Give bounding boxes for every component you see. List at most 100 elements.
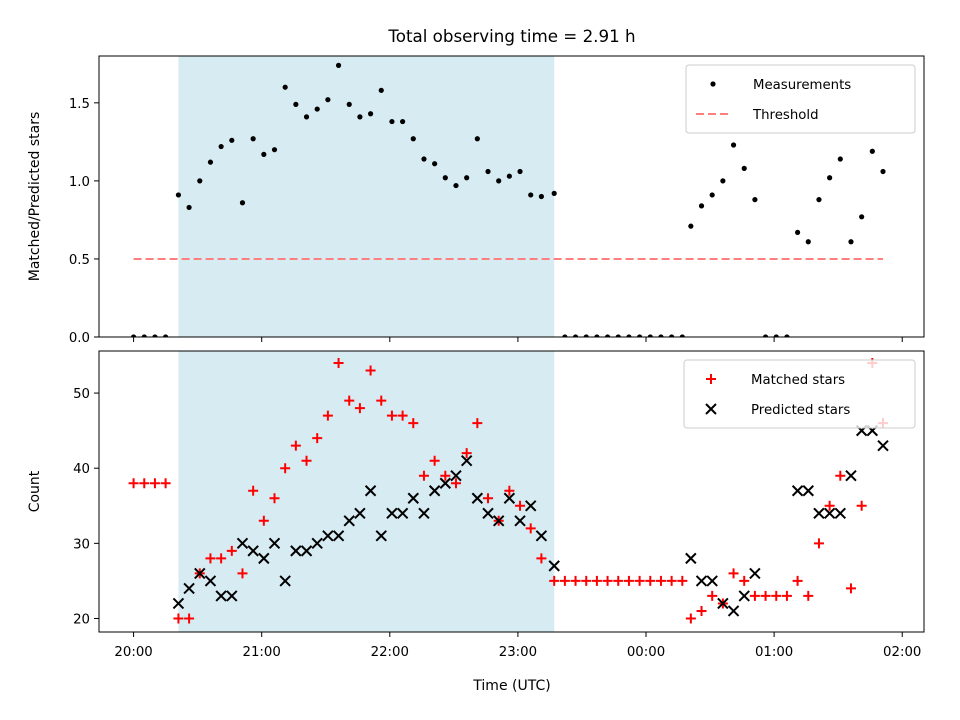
data-point-matched — [824, 500, 835, 511]
data-point-predicted — [428, 485, 441, 497]
data-point — [859, 214, 865, 220]
data-point-predicted — [514, 515, 526, 527]
data-point-matched — [504, 485, 515, 496]
x-tick-label: 20:00 — [114, 645, 152, 660]
legend-box — [685, 64, 916, 134]
data-point-matched — [581, 575, 592, 586]
data-point — [293, 101, 299, 107]
y-tick-label: 50 — [73, 387, 90, 402]
data-point-matched — [707, 590, 718, 601]
data-point-matched — [173, 613, 184, 624]
data-point-matched — [248, 485, 259, 496]
plot-frame — [98, 55, 925, 338]
data-point — [229, 137, 235, 143]
data-point-predicted — [439, 477, 452, 489]
data-point-predicted — [695, 575, 708, 587]
data-point-matched — [749, 590, 760, 601]
x-tick-label: 00:00 — [627, 645, 665, 660]
data-point — [795, 229, 801, 236]
data-point — [637, 334, 643, 337]
data-point-matched — [301, 455, 312, 466]
observing-window-shade — [178, 351, 555, 632]
data-point — [506, 173, 512, 179]
data-point-matched — [613, 575, 624, 586]
data-point-predicted — [183, 582, 195, 595]
data-point-matched — [450, 478, 461, 489]
data-point-matched — [781, 590, 792, 601]
x-axis-title: Time (UTC) — [472, 678, 550, 694]
data-point-matched — [570, 575, 581, 586]
data-point-matched — [205, 553, 216, 564]
data-point — [880, 168, 886, 175]
data-point — [141, 334, 147, 337]
data-point — [551, 190, 557, 196]
data-point-matched — [549, 575, 560, 586]
data-point — [335, 62, 342, 68]
data-point-matched — [728, 568, 739, 579]
data-point — [346, 101, 352, 107]
bottom-panel-counts: 20 30 40 50 20:00 21:00 22:00 23:00 00:00 01:00 02… — [27, 350, 925, 660]
data-point-matched — [771, 590, 782, 601]
chart-title: Total observing time = 2.91 h — [387, 26, 635, 46]
x-tick-label: 02:00 — [883, 645, 921, 660]
data-point-predicted — [685, 552, 697, 565]
data-point — [453, 182, 459, 189]
data-point — [604, 334, 611, 337]
legend-marker-matched — [706, 374, 716, 384]
data-point-matched — [216, 553, 227, 564]
data-point-matched — [160, 478, 171, 489]
data-point — [572, 334, 579, 337]
data-point-predicted — [215, 590, 227, 602]
data-point — [517, 168, 523, 175]
data-point — [432, 161, 438, 167]
y-tick-label: 30 — [73, 537, 90, 552]
data-point — [357, 114, 363, 120]
data-point — [626, 334, 632, 337]
data-point — [389, 118, 395, 125]
data-point — [688, 223, 694, 229]
data-point — [218, 143, 224, 150]
legend-label-matched-stars: Matched stars — [751, 373, 845, 388]
data-point-matched — [139, 478, 150, 489]
data-point-matched — [149, 478, 160, 489]
data-point-predicted — [802, 485, 814, 497]
plot-area — [130, 62, 886, 337]
data-point — [378, 87, 384, 93]
data-point-predicted — [548, 560, 560, 572]
plot-frame — [98, 350, 925, 633]
data-point — [464, 175, 470, 181]
data-point-matched — [696, 605, 707, 616]
data-point-predicted — [525, 500, 537, 512]
data-point-matched — [237, 568, 248, 579]
data-point-matched — [536, 553, 547, 564]
data-point — [282, 84, 288, 90]
data-point-matched — [344, 395, 355, 406]
y-axis-title: Count — [27, 470, 43, 512]
data-point-predicted — [492, 515, 505, 527]
data-point-matched — [440, 470, 451, 481]
data-point-matched — [290, 440, 301, 451]
data-point — [239, 200, 246, 206]
y-axis-title: Matched/Predicted stars — [27, 112, 43, 282]
data-point-predicted — [717, 597, 729, 610]
data-point-matched — [376, 395, 387, 406]
data-point-predicted — [258, 552, 270, 565]
data-point — [698, 203, 705, 209]
data-point-matched — [322, 410, 333, 421]
data-point-predicted — [386, 507, 398, 519]
data-point — [784, 334, 790, 337]
data-point-matched — [525, 523, 536, 534]
data-point-matched — [623, 575, 634, 586]
data-point-predicted — [364, 485, 377, 497]
data-point — [485, 168, 491, 175]
data-point — [303, 114, 310, 120]
data-point — [250, 136, 256, 142]
data-point-predicted — [738, 590, 750, 602]
data-point — [679, 334, 685, 337]
legend-box — [683, 359, 916, 429]
data-point — [538, 193, 544, 200]
data-point — [658, 334, 664, 337]
data-point — [207, 159, 214, 165]
data-point — [647, 334, 653, 337]
data-point-predicted — [845, 470, 857, 482]
